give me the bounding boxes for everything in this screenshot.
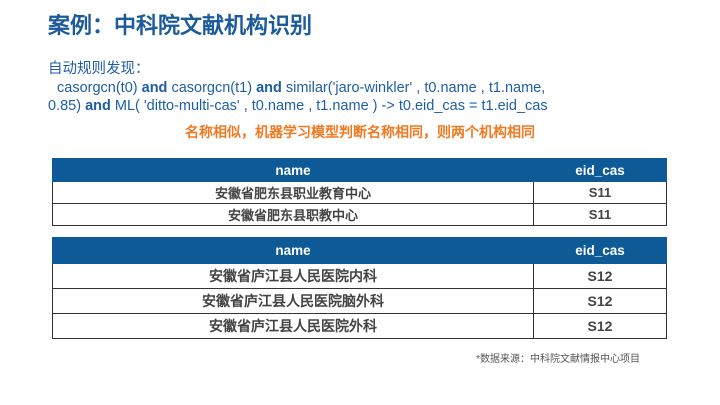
rule-part: casorgcn(t0) [57,79,138,96]
rule-line-1: casorgcn(t0) and casorgcn(t1) and simila… [48,79,668,98]
rule-part: 0.85) [48,98,82,114]
header-eid: eid_cas [533,237,667,264]
cell-name: 安徽省肥东县职业教育中心 [52,181,534,204]
table-row: 安徽省庐江县人民医院外科 S12 [52,313,667,339]
table-header: name eid_cas [52,158,667,182]
rule-label: 自动规则发现： [48,61,150,77]
table-row: 安徽省庐江县人民医院内科 S12 [52,263,667,289]
cell-eid: S12 [533,288,667,314]
highlight-note: 名称相似，机器学习模型判断名称相同，则两个机构相同 [185,124,535,140]
table-s11: name eid_cas 安徽省肥东县职业教育中心 S11 安徽省肥东县职教中心 S1… [52,158,667,226]
data-source-note: *数据来源：中科院文献情报中心项目 [476,354,640,365]
rule-keyword: and [141,79,168,96]
rule-part: similar('jaro-winkler' , t0.name , t1.na… [285,79,546,96]
table-row: 安徽省肥东县职教中心 S11 [52,203,667,226]
header-eid: eid_cas [533,158,667,182]
rule-part: casorgcn(t1) [171,79,253,96]
table-row: 安徽省庐江县人民医院脑外科 S12 [52,288,667,314]
header-name: name [52,158,534,182]
table-row: 安徽省肥东县职业教育中心 S11 [52,181,667,204]
cell-eid: S11 [533,181,667,204]
cell-name: 安徽省庐江县人民医院脑外科 [52,288,534,314]
cell-eid: S12 [533,263,667,289]
table-s12: name eid_cas 安徽省庐江县人民医院内科 S12 安徽省庐江县人民医院脑外… [52,237,667,339]
cell-name: 安徽省肥东县职教中心 [52,203,534,226]
rule-part: ML( 'ditto-multi-cas' , t0.name , t1.nam… [114,98,548,114]
header-name: name [52,237,534,264]
rule-keyword: and [85,98,111,114]
page-title: 案例：中科院文献机构识别 [48,13,313,38]
rule-line-2: 0.85) and ML( 'ditto-multi-cas' , t0.nam… [48,97,668,116]
cell-eid: S12 [533,313,667,339]
cell-eid: S11 [533,203,667,226]
cell-name: 安徽省庐江县人民医院外科 [52,313,534,339]
rule-text: 自动规则发现： casorgcn(t0) and casorgcn(t1) an… [48,60,668,116]
cell-name: 安徽省庐江县人民医院内科 [52,263,534,289]
table-header: name eid_cas [52,237,667,264]
rule-keyword: and [256,79,282,96]
